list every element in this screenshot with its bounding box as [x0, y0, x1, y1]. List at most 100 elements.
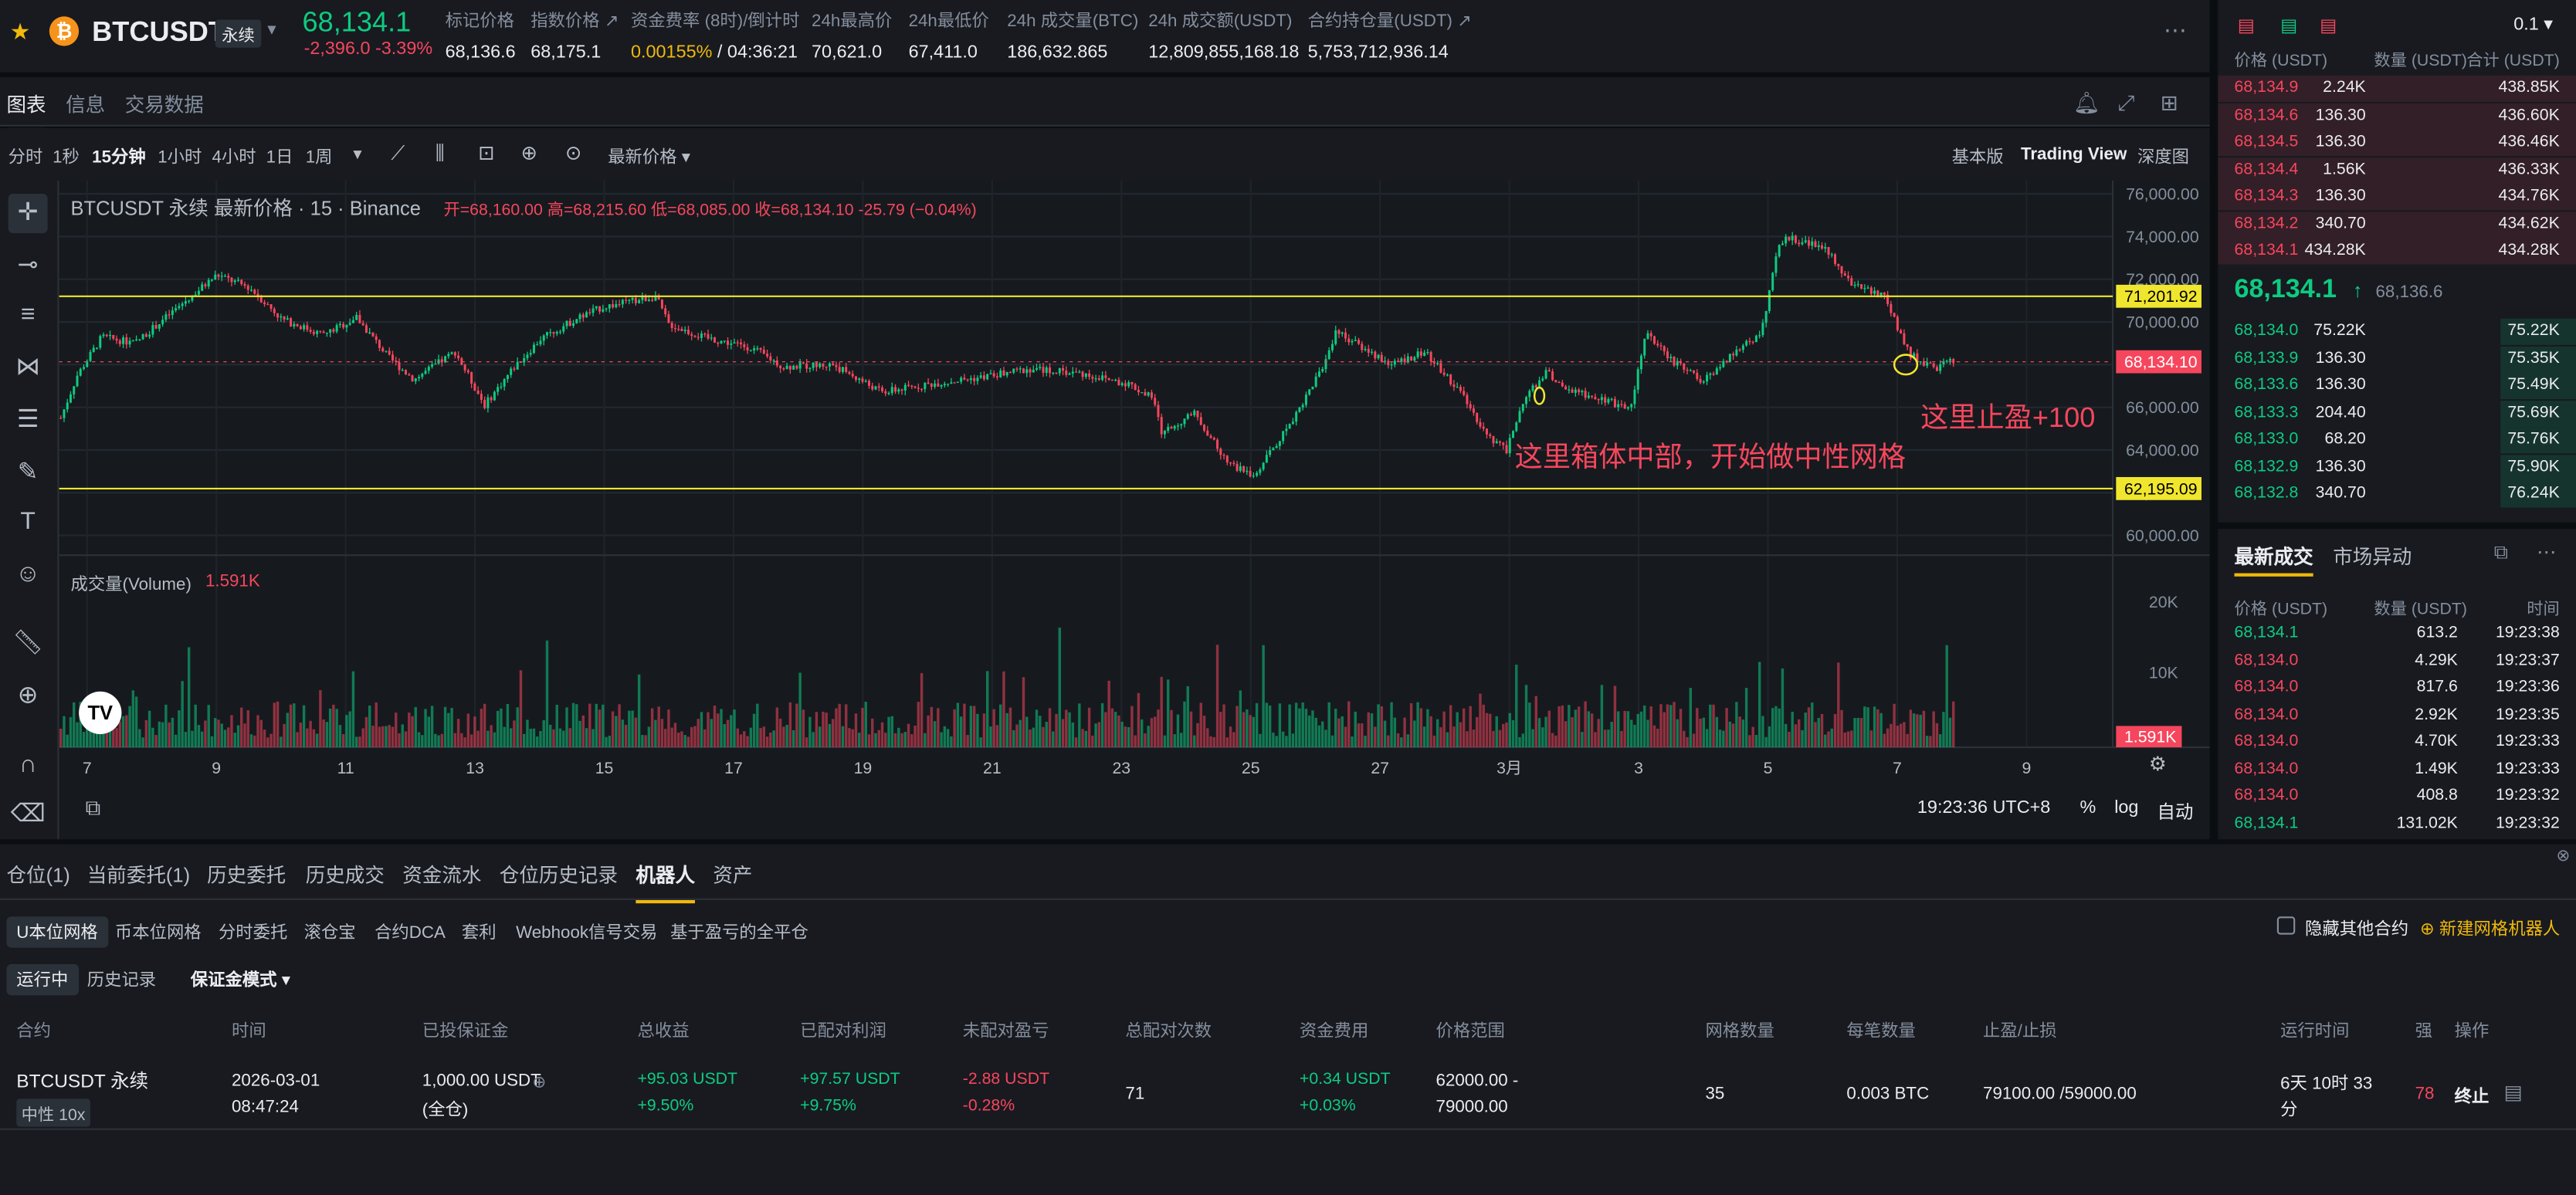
- add-indicator-icon[interactable]: ⊕: [520, 140, 537, 164]
- ob-bid-row[interactable]: 68,133.9 136.30 75.35K: [2218, 345, 2576, 372]
- date-range-icon[interactable]: ⧉: [85, 794, 101, 820]
- tab-recent-trades[interactable]: 最新成交: [2234, 545, 2313, 569]
- stat-open-interest[interactable]: 合约持仓量(USDT) ↗ 5,753,712,936.14: [1307, 11, 1472, 63]
- brush-icon[interactable]: ✎: [17, 458, 39, 486]
- bottom-tab-0[interactable]: 仓位(1): [6, 864, 70, 887]
- interval-tick[interactable]: 分时: [8, 147, 43, 168]
- candlestick-chart[interactable]: 76,000.0074,000.0072,000.0070,000.0068,0…: [59, 181, 2210, 840]
- volume-bar: [1853, 718, 1856, 748]
- interval-1w[interactable]: 1周: [305, 147, 333, 168]
- ob-ask-row[interactable]: 68,134.5 136.30 436.46K: [2218, 130, 2576, 157]
- view-basic[interactable]: 基本版: [1951, 147, 2004, 168]
- view-depth[interactable]: 深度图: [2137, 147, 2190, 168]
- bot-subtab-3[interactable]: 滚仓宝: [303, 922, 356, 943]
- ob-ask-row[interactable]: 68,134.1 434.28K 434.28K: [2218, 238, 2576, 265]
- ob-ask-row[interactable]: 68,134.9 2.24K 438.85K: [2218, 75, 2576, 102]
- candle-type-icon[interactable]: ⫼: [435, 140, 445, 164]
- ob-bid-row[interactable]: 68,132.8 340.70 76.24K: [2218, 481, 2576, 508]
- symbol-name[interactable]: BTCUSDT: [92, 16, 225, 48]
- bottom-tab-2[interactable]: 历史委托: [207, 864, 286, 887]
- popout-icon[interactable]: ⧉: [2493, 540, 2508, 564]
- emoji-icon[interactable]: ☺: [15, 560, 41, 588]
- ob-bid-row[interactable]: 68,133.6 136.30 75.49K: [2218, 372, 2576, 400]
- bot-subtab-2[interactable]: 分时委托: [218, 922, 288, 943]
- ob-bid-row[interactable]: 68,132.9 136.30 75.90K: [2218, 454, 2576, 481]
- favorite-star-icon[interactable]: ★: [9, 18, 31, 45]
- zoom-in-icon[interactable]: ⊕: [17, 681, 39, 710]
- interval-1h[interactable]: 1小时: [158, 147, 202, 168]
- bot-subtab-1[interactable]: 币本位网格: [114, 922, 202, 943]
- eraser-icon[interactable]: ⌫: [10, 800, 46, 828]
- more-menu-icon[interactable]: ⋯: [2164, 16, 2187, 43]
- fib-icon[interactable]: ☰: [16, 405, 39, 434]
- pattern-icon[interactable]: ⋈: [15, 353, 41, 381]
- ob-bid-row[interactable]: 68,133.3 204.40 75.69K: [2218, 400, 2576, 427]
- scale-log[interactable]: log: [2114, 798, 2139, 818]
- layout-grid-icon[interactable]: ⊞: [2160, 90, 2178, 115]
- expand-icon[interactable]: ⤢: [2117, 90, 2135, 115]
- ob-ask-row[interactable]: 68,134.3 136.30 434.76K: [2218, 184, 2576, 211]
- chart-canvas[interactable]: 76,000.0074,000.0072,000.0070,000.0068,0…: [59, 181, 2210, 839]
- chart-settings-icon[interactable]: ⚙︎: [2148, 752, 2167, 776]
- bell-icon[interactable]: 🔔︎: [2073, 90, 2101, 115]
- ob-view-asks-icon[interactable]: ▤: [2320, 16, 2337, 36]
- interval-dropdown-icon[interactable]: ▾: [353, 144, 362, 164]
- bottom-tab-5[interactable]: 仓位历史记录: [499, 864, 619, 887]
- bottom-tab-1[interactable]: 当前委托(1): [86, 864, 191, 887]
- interval-1s[interactable]: 1秒: [53, 147, 80, 168]
- price-type-dropdown[interactable]: 最新价格 ▾: [608, 147, 691, 168]
- scale-auto[interactable]: 自动: [2157, 803, 2194, 823]
- settings-icon[interactable]: ⊙: [564, 140, 582, 164]
- new-grid-bot-button[interactable]: ⊕ 新建网格机器人: [2419, 919, 2561, 939]
- crosshair-icon[interactable]: ✛: [8, 194, 48, 234]
- scale-percent[interactable]: %: [2079, 798, 2096, 818]
- indicator-icon[interactable]: ⟋: [391, 140, 405, 164]
- bot-contract[interactable]: BTCUSDT 永续: [16, 1072, 149, 1092]
- margin-mode-dropdown[interactable]: 保证金模式 ▾: [190, 970, 290, 990]
- bot-subtab-0[interactable]: U本位网格: [6, 916, 108, 948]
- ob-view-bids-icon[interactable]: ▤: [2280, 16, 2298, 36]
- view-tradingview[interactable]: Trading View: [2020, 144, 2127, 164]
- hide-other-label[interactable]: 隐藏其他合约: [2305, 919, 2409, 939]
- bottom-tab-7[interactable]: 资产: [713, 864, 753, 887]
- ob-ask-row[interactable]: 68,134.6 136.30 436.60K: [2218, 102, 2576, 130]
- more-icon[interactable]: ⋯: [2537, 540, 2557, 564]
- volume-bar: [1100, 702, 1104, 748]
- ob-ask-row[interactable]: 68,134.2 340.70 434.62K: [2218, 211, 2576, 238]
- chevron-down-icon[interactable]: ▼: [264, 21, 280, 38]
- bottom-tab-3[interactable]: 历史成交: [305, 864, 385, 887]
- text-icon[interactable]: T: [20, 507, 36, 536]
- ob-ask-row[interactable]: 68,134.4 1.56K 436.33K: [2218, 157, 2576, 184]
- bot-subtab-4[interactable]: 合约DCA: [375, 922, 446, 943]
- bot-subtab-7[interactable]: 基于盈亏的全平仓: [670, 922, 808, 943]
- magnet-icon[interactable]: ∩: [19, 750, 37, 779]
- interval-15m[interactable]: 15分钟: [92, 147, 146, 168]
- close-icon[interactable]: ⊗: [2556, 847, 2571, 866]
- tab-market-movers[interactable]: 市场异动: [2333, 545, 2412, 569]
- stat-index-price[interactable]: 指数价格 ↗ 68,175.1: [530, 11, 619, 63]
- bot-subtab-6[interactable]: Webhook信号交易: [516, 922, 658, 943]
- ruler-icon[interactable]: 📏︎: [12, 628, 44, 658]
- stop-bot-button[interactable]: 终止: [2454, 1087, 2490, 1108]
- bot-subtab-5[interactable]: 套利: [461, 922, 497, 943]
- filter-history[interactable]: 历史记录: [86, 970, 157, 990]
- ob-bid-row[interactable]: 68,134.0 75.22K 75.22K: [2218, 318, 2576, 345]
- ob-bid-row[interactable]: 68,133.0 68.20 75.76K: [2218, 427, 2576, 454]
- horizontal-line-icon[interactable]: ⊸: [17, 251, 39, 279]
- bottom-tab-6[interactable]: 机器人: [636, 861, 696, 904]
- tab-info[interactable]: 信息: [66, 93, 106, 117]
- bottom-tab-4[interactable]: 资金流水: [402, 864, 482, 887]
- tab-trading-data[interactable]: 交易数据: [124, 93, 204, 117]
- ob-tick-size-select[interactable]: 0.1 ▾: [2513, 15, 2554, 35]
- hide-other-checkbox[interactable]: [2276, 916, 2296, 935]
- lines-icon[interactable]: ≡: [20, 300, 36, 329]
- filter-running[interactable]: 运行中: [6, 963, 79, 996]
- bot-details-icon[interactable]: ▤: [2503, 1080, 2523, 1104]
- interval-4h[interactable]: 4小时: [212, 147, 256, 168]
- tab-chart[interactable]: 图表: [6, 90, 46, 132]
- ob-view-both-icon[interactable]: ▤: [2237, 16, 2255, 36]
- interval-1d[interactable]: 1日: [266, 147, 293, 168]
- camera-icon[interactable]: ⊡: [478, 140, 495, 164]
- bot-tp-sl[interactable]: 79100.00 /59000.00: [1983, 1084, 2137, 1104]
- add-margin-icon[interactable]: ⊕: [532, 1074, 547, 1092]
